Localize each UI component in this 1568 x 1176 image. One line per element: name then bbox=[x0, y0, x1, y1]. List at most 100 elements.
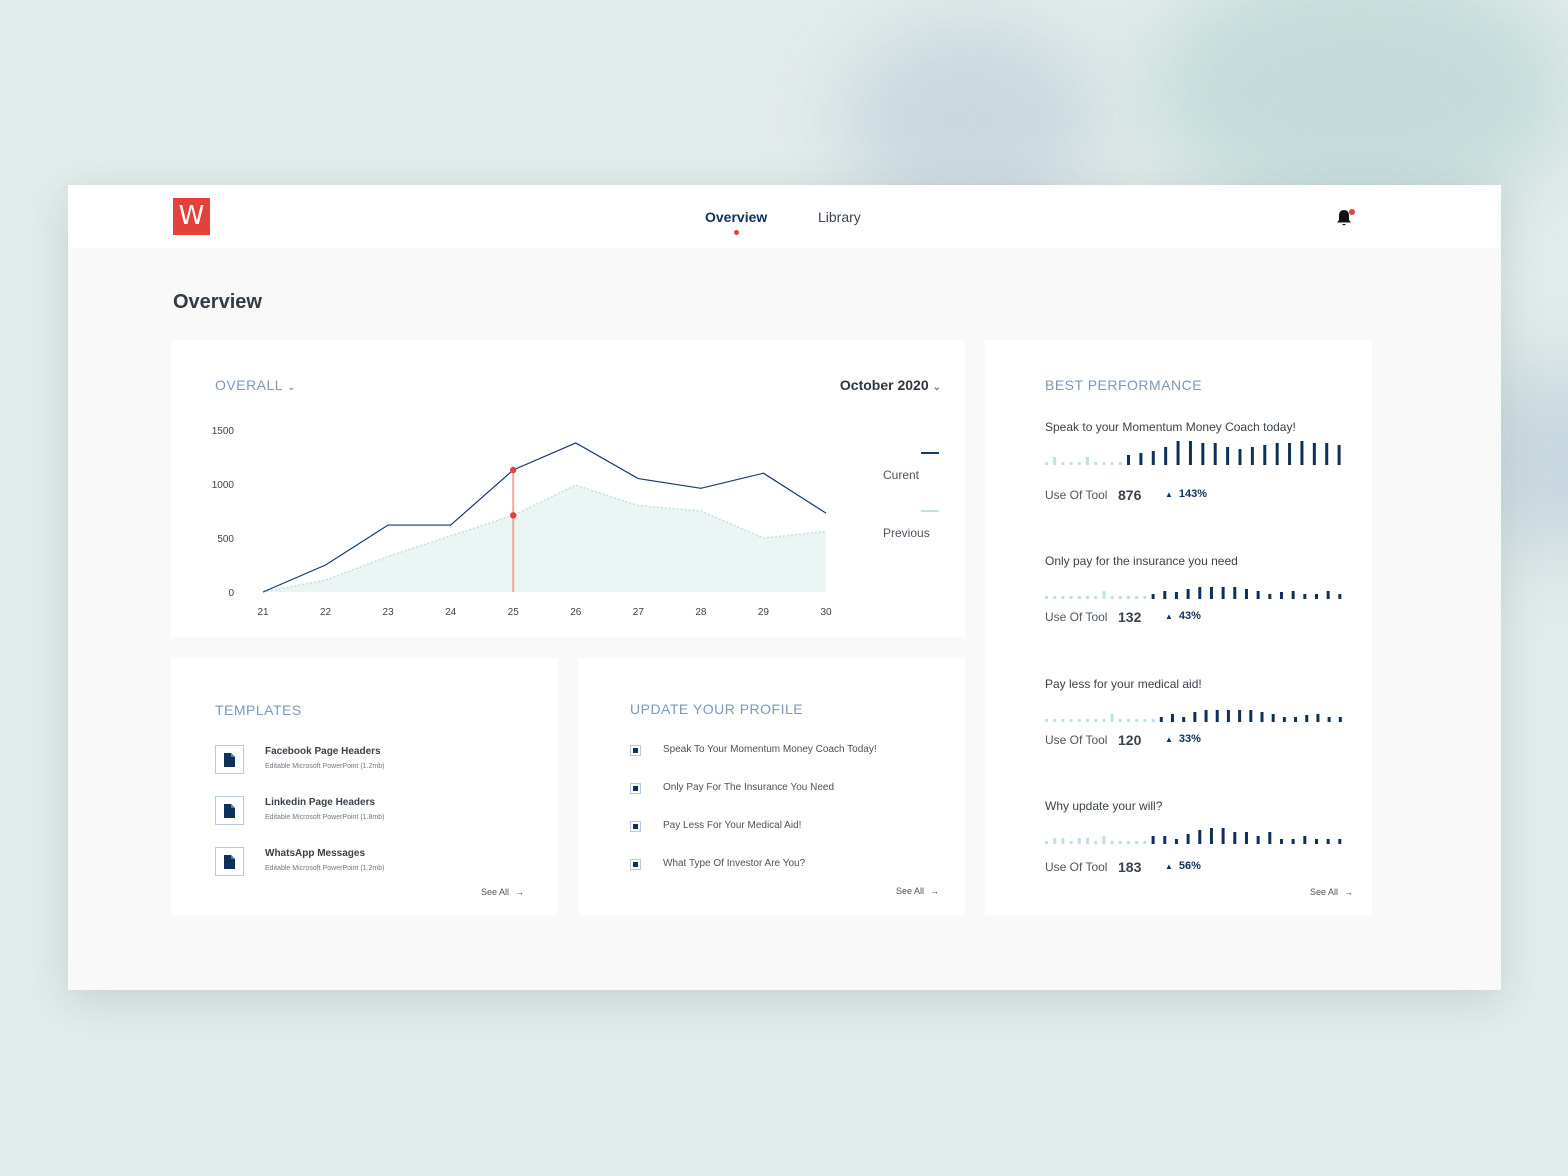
sparkline-bar bbox=[1102, 462, 1106, 465]
nav-library[interactable]: Library bbox=[818, 209, 861, 225]
sparkline-bar bbox=[1061, 596, 1065, 599]
sparkline-bar bbox=[1135, 719, 1139, 722]
previous-point-marker bbox=[510, 512, 517, 519]
growth-value: 56% bbox=[1178, 860, 1201, 872]
sparkline-bar bbox=[1045, 841, 1048, 844]
sparkline-bar bbox=[1305, 715, 1309, 722]
sparkline-bar bbox=[1164, 447, 1168, 465]
sparkline-bar bbox=[1118, 841, 1122, 844]
sparkline-bar bbox=[1288, 443, 1292, 465]
sparkline-bar bbox=[1094, 462, 1098, 465]
sparkline-bar bbox=[1221, 587, 1225, 599]
triangle-up-icon: ▲ bbox=[1165, 612, 1173, 621]
sparkline-bar bbox=[1188, 441, 1192, 465]
month-select[interactable]: October 2020 ⌄ bbox=[840, 377, 941, 393]
best-performance-card: BEST PERFORMANCE Speak to your Momentum … bbox=[985, 340, 1372, 915]
sparkline-bar bbox=[1151, 719, 1155, 722]
templates-title: TEMPLATES bbox=[215, 702, 302, 718]
sparkline-bar bbox=[1268, 832, 1272, 844]
sparkline-bar bbox=[1086, 719, 1089, 722]
sparkline-bar bbox=[1337, 445, 1341, 465]
best-see-all-link[interactable]: See All → bbox=[1310, 887, 1353, 897]
growth-value: 33% bbox=[1178, 733, 1201, 745]
sparkline-bar bbox=[1143, 596, 1147, 599]
sparkline-bar bbox=[1182, 717, 1186, 722]
sparkline-bar bbox=[1186, 589, 1190, 599]
growth-badge: ▲ 43% bbox=[1165, 610, 1201, 622]
sparkline-bar bbox=[1127, 596, 1130, 599]
x-tick-label: 26 bbox=[570, 607, 582, 618]
sparkline-bar bbox=[1201, 443, 1205, 465]
use-of-tool-value: 120 bbox=[1118, 732, 1142, 748]
sparkline-bar bbox=[1233, 832, 1237, 844]
sparkline-bar bbox=[1338, 717, 1342, 722]
sparkline-bar bbox=[1174, 839, 1178, 844]
sparkline-bar bbox=[1303, 836, 1307, 844]
sparkline-bar bbox=[1279, 592, 1283, 599]
sparkline-bar bbox=[1294, 717, 1298, 722]
sparkline-bar bbox=[1094, 841, 1098, 844]
sparkline-bar bbox=[1143, 841, 1147, 844]
sparkline-bar bbox=[1198, 830, 1202, 844]
sparkline-bar bbox=[1086, 596, 1089, 599]
triangle-up-icon: ▲ bbox=[1165, 735, 1173, 744]
sparkline-bar bbox=[1151, 451, 1155, 465]
app-window: W Overview Library Overview OVERALL ⌄ Oct… bbox=[68, 185, 1501, 990]
sparkline-bar bbox=[1143, 719, 1147, 722]
sparkline-bar bbox=[1045, 719, 1048, 722]
previous-series-line bbox=[262, 484, 827, 593]
performance-item[interactable]: Pay less for your medical aid! Use Of To… bbox=[1045, 677, 1355, 777]
sparkline-bar bbox=[1110, 841, 1114, 844]
performance-item[interactable]: Speak to your Momentum Money Coach today… bbox=[1045, 420, 1355, 520]
profile-see-all-link[interactable]: See All → bbox=[896, 886, 939, 896]
page-title: Overview bbox=[173, 291, 262, 313]
sparkline-bar bbox=[1053, 457, 1057, 465]
performance-item[interactable]: Why update your will? Use Of Tool 183 ▲ 5… bbox=[1045, 799, 1355, 899]
best-performance-title: BEST PERFORMANCE bbox=[1045, 377, 1203, 393]
sparkline-bar bbox=[1163, 836, 1167, 844]
overall-dropdown[interactable]: OVERALL ⌄ bbox=[215, 377, 296, 393]
document-icon bbox=[215, 796, 244, 825]
background-blob bbox=[1150, 0, 1568, 220]
y-tick-label: 0 bbox=[228, 588, 234, 599]
checkbox[interactable] bbox=[630, 745, 641, 756]
sparkline-bar bbox=[1174, 592, 1178, 599]
y-tick-label: 1500 bbox=[212, 426, 235, 437]
bell-icon[interactable] bbox=[1336, 209, 1352, 227]
use-of-tool-value: 876 bbox=[1118, 487, 1142, 503]
sparkline-bar bbox=[1226, 447, 1230, 465]
y-tick-label: 500 bbox=[217, 534, 234, 545]
checklist-label: Only Pay For The Insurance You Need bbox=[663, 782, 835, 793]
sparkline-bar bbox=[1338, 594, 1342, 599]
top-navbar: W Overview Library bbox=[68, 185, 1501, 248]
sparkline-bar bbox=[1102, 591, 1106, 599]
performance-item[interactable]: Only pay for the insurance you need Use … bbox=[1045, 554, 1355, 654]
current-series-line bbox=[262, 442, 827, 593]
checklist-label: Speak To Your Momentum Money Coach Today… bbox=[663, 744, 877, 755]
performance-title: Pay less for your medical aid! bbox=[1045, 677, 1202, 691]
sparkline-bar bbox=[1102, 836, 1106, 844]
checkbox[interactable] bbox=[630, 859, 641, 870]
sparkline-bar bbox=[1045, 596, 1048, 599]
arrow-right-icon: → bbox=[930, 886, 940, 896]
nav-overview[interactable]: Overview bbox=[705, 209, 768, 225]
overall-chart-card: OVERALL ⌄ October 2020 ⌄ 0 500 1000 1500 21 22 2… bbox=[171, 340, 965, 637]
sparkline-bar bbox=[1077, 462, 1081, 465]
see-all-label: See All bbox=[896, 886, 925, 896]
sparkline-bar bbox=[1118, 719, 1122, 722]
sparkline-bar bbox=[1314, 594, 1318, 599]
templates-see-all-link[interactable]: See All → bbox=[481, 887, 524, 897]
sparkline-bar bbox=[1291, 839, 1295, 844]
document-icon bbox=[215, 847, 244, 876]
checklist-label: What Type Of Investor Are You? bbox=[663, 858, 806, 869]
checkbox[interactable] bbox=[630, 821, 641, 832]
sparkline-bar bbox=[1176, 441, 1180, 465]
sparkline-bar bbox=[1209, 828, 1213, 844]
use-of-tool-value: 132 bbox=[1118, 609, 1142, 625]
checkbox[interactable] bbox=[630, 783, 641, 794]
sparkline-bar bbox=[1086, 838, 1089, 844]
sparkline-bar bbox=[1094, 596, 1098, 599]
current-point-marker bbox=[510, 466, 517, 474]
triangle-up-icon: ▲ bbox=[1165, 490, 1173, 499]
brand-logo[interactable]: W bbox=[173, 198, 210, 235]
